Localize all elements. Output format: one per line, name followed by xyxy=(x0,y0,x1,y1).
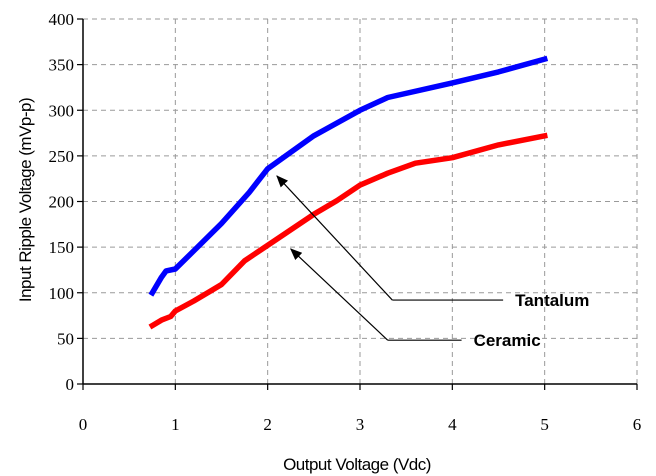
x-tick-label: 6 xyxy=(633,415,642,434)
x-tick-label: 3 xyxy=(356,415,365,434)
annotation-arrow-tantalum xyxy=(276,175,393,301)
annotation-label-tantalum: Tantalum xyxy=(515,291,589,310)
y-tick-label: 350 xyxy=(49,56,75,75)
series-line-tantalum xyxy=(148,55,549,297)
series-lines xyxy=(148,55,549,330)
annotations: Tantalum Ceramic xyxy=(276,175,589,350)
series-line-ceramic xyxy=(148,132,548,330)
x-tick-label: 1 xyxy=(171,415,180,434)
y-tick-label: 250 xyxy=(49,147,75,166)
grid-lines xyxy=(83,18,638,384)
x-axis-title: Output Voltage (Vdc) xyxy=(283,455,431,474)
y-axis-title: Input Ripple Voltage (mVp-p) xyxy=(16,98,35,302)
x-tick-label: 5 xyxy=(540,415,549,434)
x-tick-label: 2 xyxy=(263,415,272,434)
y-tick-label: 0 xyxy=(66,375,75,394)
annotation-arrow-ceramic xyxy=(290,248,389,341)
x-tick-label: 0 xyxy=(79,415,88,434)
x-tick-label: 4 xyxy=(448,415,457,434)
y-tick-label: 200 xyxy=(49,193,75,212)
y-tick-label: 400 xyxy=(49,10,75,29)
axes: 0 50 100 150 200 250 300 350 400 0 1 2 3 4 5 6 xyxy=(49,10,642,434)
annotation-label-ceramic: Ceramic xyxy=(474,331,541,350)
y-tick-label: 50 xyxy=(57,329,74,348)
y-tick-label: 100 xyxy=(49,284,75,303)
y-tick-label: 300 xyxy=(49,101,75,120)
y-tick-label: 150 xyxy=(49,238,75,257)
